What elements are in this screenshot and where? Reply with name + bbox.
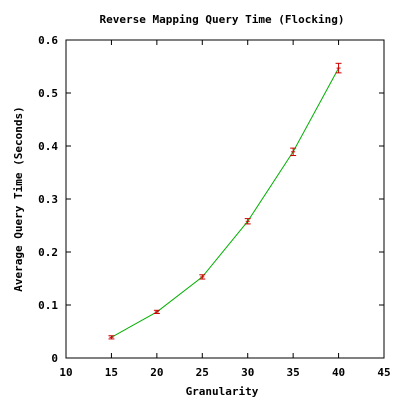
data-point — [244, 218, 251, 225]
y-tick-label: 0.6 — [38, 34, 58, 47]
y-tick-label: 0.1 — [38, 299, 58, 312]
series-layer — [108, 62, 342, 340]
y-axis: 0 0.1 0.2 0.3 0.4 0.5 0.6 — [38, 34, 384, 365]
plot-frame — [65, 39, 385, 359]
data-point — [335, 62, 342, 74]
x-tick-label: 25 — [196, 366, 209, 379]
x-tick-label: 45 — [377, 366, 390, 379]
chart-title: Reverse Mapping Query Time (Flocking) — [99, 13, 344, 26]
data-point — [199, 274, 206, 280]
x-tick-label: 40 — [332, 366, 345, 379]
y-tick-label: 0.4 — [38, 140, 58, 153]
series-line — [111, 67, 340, 338]
y-tick-label: 0.2 — [38, 246, 58, 259]
data-point — [108, 335, 115, 340]
y-tick-label: 0 — [51, 352, 58, 365]
x-axis: 10 15 20 25 30 35 40 45 — [59, 40, 391, 379]
x-tick-label: 15 — [105, 366, 118, 379]
x-tick-label: 10 — [59, 366, 72, 379]
y-tick-label: 0.3 — [38, 193, 58, 206]
x-tick-label: 20 — [150, 366, 163, 379]
x-tick-label: 35 — [287, 366, 300, 379]
data-point — [153, 309, 160, 314]
y-tick-label: 0.5 — [38, 87, 58, 100]
y-axis-label: Average Query Time (Seconds) — [12, 106, 25, 291]
data-point — [290, 147, 297, 157]
x-axis-label: Granularity — [186, 385, 259, 398]
x-tick-label: 30 — [241, 366, 254, 379]
